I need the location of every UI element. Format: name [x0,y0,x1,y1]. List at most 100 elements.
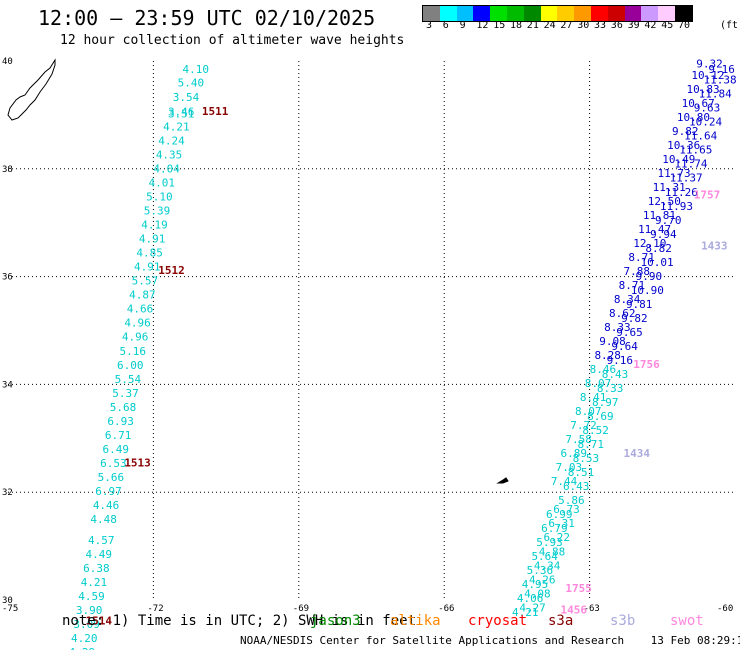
wave-height-value: 8.82 [645,242,672,255]
wave-height-value: 7.72 [570,419,597,432]
credit-line: NOAA/NESDIS Center for Satellite Applica… [240,634,740,647]
track-time-label: 1511 [202,105,229,118]
wave-height-value: 9.82 [621,312,648,325]
longitude-tick-label: -75 [2,604,18,614]
wave-height-value: 4.57 [88,534,115,547]
wave-height-points: 4.105.403.543.463.514.214.244.354.044.01… [69,57,737,650]
wave-height-value: 8.46 [590,363,617,376]
wave-height-value: 9.81 [626,298,653,311]
color-scale-label: 33 [594,20,607,31]
wave-height-value: 5.36 [527,564,554,577]
bermuda-island [496,477,509,484]
nova-scotia-coast [7,58,56,121]
wave-height-value: 4.91 [134,261,161,274]
color-scale-bar [422,5,693,22]
wave-height-value: 7.03 [556,461,583,474]
track-time-label: 1512 [158,264,185,277]
wave-height-value: 4.48 [90,513,117,526]
wave-height-value: 4.01 [149,177,176,190]
wave-height-value: 4.19 [141,219,168,232]
wave-height-value: 4.88 [539,545,566,558]
wave-height-value: 4.29 [69,646,96,650]
wave-height-value: 3.46 [168,105,195,118]
wave-height-value: 6.31 [548,517,575,530]
wave-height-value: 3.54 [173,91,200,104]
wave-height-value: 5.68 [110,401,137,414]
coastline [7,58,509,484]
color-swatch [456,6,474,21]
wave-height-value: 5.57 [132,275,159,288]
legend-swot: swot [670,613,704,629]
latitude-tick-label: 36 [2,273,13,283]
wave-height-value: 5.64 [531,550,558,563]
wave-height-value: 4.85 [136,247,163,260]
track-1513: 4.574.496.384.214.593.903.094.204.29 [69,534,115,650]
color-scale-label: 6 [442,20,449,31]
color-scale-label: 12 [476,20,489,31]
wave-height-value: 9.65 [616,326,643,339]
wave-height-value: 4.96 [122,331,149,344]
wave-height-value: 6.49 [103,443,130,456]
wave-height-value: 11.73 [657,167,690,180]
color-swatch [423,6,440,21]
wave-height-value: 6.99 [546,508,573,521]
wave-height-value: 8.43 [602,368,629,381]
wave-height-value: 11.38 [703,74,736,87]
color-scale-label: 24 [543,20,556,31]
wave-height-value: 4.49 [86,548,113,561]
wave-height-value: 10.83 [687,83,720,96]
color-swatch [674,6,692,21]
wave-height-value: 5.93 [536,536,563,549]
wave-height-value: 6.53 [100,457,127,470]
wave-height-value: 10.36 [667,139,700,152]
wave-height-value: 5.16 [119,345,145,358]
color-swatch [557,6,575,21]
wave-height-value: 9.94 [650,228,677,241]
wave-height-value: 11.65 [679,144,712,157]
latitude-tick-label: 34 [2,380,13,390]
color-swatch [590,6,608,21]
wave-height-value: 6.89 [561,447,588,460]
wave-height-value: 4.27 [519,601,546,614]
color-swatch [523,6,541,21]
wave-height-value: 8.33 [604,321,631,334]
wave-height-value: 8.34 [614,293,641,306]
legend-altika: altika [390,613,441,629]
wave-height-value: 10.24 [689,116,722,129]
wave-height-value: 11.84 [699,88,732,101]
wave-height-value: 12.50 [648,195,681,208]
wave-height-value: 4.10 [182,63,209,76]
latitude-tick-label: 32 [2,488,13,498]
wave-height-value: 7.58 [565,433,592,446]
wave-height-value: 11.47 [638,223,671,236]
wave-height-value: 4.66 [127,303,154,316]
wave-height-value: 11.64 [684,130,717,143]
wave-height-value: 11.37 [670,172,703,185]
track-time-label: 1756 [633,358,660,371]
wave-height-value: 4.46 [93,499,120,512]
wave-height-value: 8.71 [577,438,604,451]
wave-height-value: 3.09 [73,618,100,631]
color-scale-label: 45 [661,20,674,31]
wave-height-value: 5.54 [115,373,142,386]
track-time-labels: 1511 1512 1513 1514 1757 1433 1756 1434 1755 1456… [86,105,728,627]
wave-height-value: 10.12 [691,69,724,82]
wave-height-value: 9.82 [672,125,699,138]
color-scale-label: 15 [493,20,506,31]
footnote: note: 1) Time is in UTC; 2) SWH is in fe… [62,613,417,629]
color-scale-label: 30 [577,20,590,31]
wave-height-value: 10.90 [631,284,664,297]
color-scale-label: 42 [644,20,657,31]
track-time-label: 1757 [694,188,721,201]
longitude-tick-label: -72 [147,604,163,614]
wave-height-value: 4.91 [139,233,166,246]
wave-height-value: 12.10 [633,237,666,250]
wave-height-value: 6.22 [544,531,571,544]
wave-height-value: 8.28 [594,349,621,362]
track-1756: 8.438.468.338.078.978.418.698.078.527.72… [551,363,628,507]
wave-height-value: 6.00 [117,359,144,372]
wave-height-value: 4.35 [156,149,183,162]
color-swatch [540,6,558,21]
color-scale-label: 21 [526,20,539,31]
